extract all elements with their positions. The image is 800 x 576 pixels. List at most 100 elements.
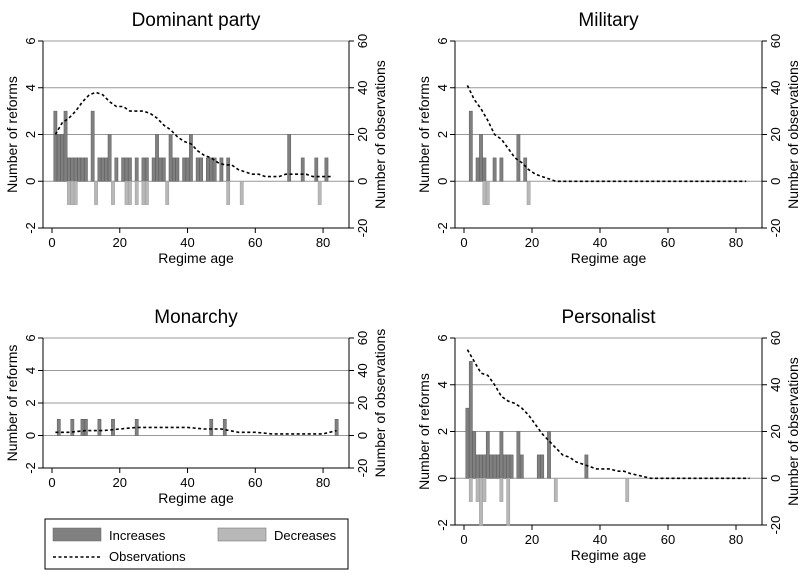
x-tick-label: 40 (180, 475, 194, 490)
decrease-bar (482, 181, 487, 205)
y-tick-label: 4 (435, 381, 450, 388)
decrease-bar (94, 181, 98, 205)
y-tick-label: 2 (23, 131, 38, 138)
x-tick-label: 0 (460, 235, 467, 250)
increase-bar (475, 454, 480, 479)
increase-bar (189, 134, 193, 182)
decrease-bar (67, 181, 71, 205)
decrease-bar (70, 181, 75, 205)
y-tick-label: -2 (435, 222, 450, 234)
increase-bar (536, 454, 541, 479)
increase-bar (161, 157, 166, 182)
decrease-bar (499, 478, 504, 502)
y2-tick-label: 0 (768, 475, 783, 482)
x-tick-label: 80 (316, 235, 330, 250)
x-tick-label: 80 (729, 235, 743, 250)
decrease-bar (468, 478, 473, 502)
increase-bar (134, 157, 139, 182)
decrease-bar (317, 181, 322, 205)
increase-bar (80, 419, 85, 436)
increase-bar (482, 454, 487, 479)
y-tick-label: 6 (435, 37, 450, 44)
legend-label-observations: Observations (109, 549, 186, 564)
observations-line (55, 426, 337, 435)
increase-bar (489, 454, 494, 479)
y-tick-label: 4 (23, 367, 38, 374)
y2-axis-title: Number of observations (372, 329, 388, 478)
increase-bar (492, 157, 497, 182)
x-axis-title: Regime age (158, 490, 234, 506)
y-tick-label: 0 (23, 178, 38, 185)
decrease-bar (111, 181, 115, 205)
increase-bar (97, 419, 102, 436)
increase-bar (60, 134, 65, 182)
y-axis-title: Number of reforms (4, 76, 20, 193)
y2-tick-label: -20 (768, 219, 783, 238)
x-tick-label: 60 (248, 475, 262, 490)
x-tick-label: 60 (248, 235, 262, 250)
increase-bar (168, 134, 173, 182)
decrease-bar (482, 478, 487, 502)
increase-bar (84, 157, 88, 182)
increase-bar (97, 157, 102, 182)
observations-line (466, 349, 750, 480)
increase-bar (222, 419, 227, 436)
increase-bar (175, 157, 180, 182)
increase-bar (485, 431, 490, 479)
y2-tick-label: 40 (355, 363, 370, 377)
x-tick-label: 20 (113, 235, 127, 250)
y2-tick-label: 60 (768, 331, 783, 345)
increase-bar (519, 454, 524, 479)
increase-bar (141, 157, 146, 182)
increase-bar (158, 157, 163, 182)
increase-bar (77, 157, 81, 182)
increase-bar (502, 454, 507, 479)
increase-bar (107, 134, 112, 182)
increase-bar (516, 431, 521, 479)
increase-bar (114, 157, 119, 182)
decrease-bar (553, 478, 558, 502)
y2-tick-label: 20 (355, 127, 370, 141)
legend-swatch-decreases (217, 527, 267, 542)
decrease-bar (128, 181, 132, 205)
y-axis-title: Number of reforms (4, 345, 20, 462)
y-axis-title: Number of reforms (416, 373, 432, 490)
y-tick-label: -2 (435, 519, 450, 531)
x-tick-label: 20 (525, 532, 539, 547)
x-tick-label: 40 (593, 532, 607, 547)
increase-bar (468, 361, 473, 479)
decrease-bar (239, 181, 244, 205)
increase-bar (182, 157, 187, 182)
increase-bar (195, 157, 200, 182)
decrease-bar (73, 181, 78, 205)
increase-bar (506, 454, 511, 479)
increase-bar (324, 157, 329, 182)
increase-bar (199, 157, 203, 182)
increase-bar (226, 157, 231, 182)
decrease-bar (625, 478, 630, 502)
y2-axis-title: Number of observations (372, 60, 388, 209)
x-tick-label: 20 (525, 235, 539, 250)
decrease-bar (485, 181, 490, 205)
y-tick-label: 2 (23, 399, 38, 406)
increase-bar (523, 157, 528, 182)
x-tick-label: 80 (316, 475, 330, 490)
y-tick-label: 6 (23, 37, 38, 44)
increase-bar (287, 134, 292, 182)
increase-bar (205, 157, 210, 182)
legend-swatch-increases (52, 527, 102, 542)
x-axis-title: Regime age (158, 250, 234, 266)
y2-tick-label: 20 (768, 424, 783, 438)
increase-bar (212, 157, 217, 182)
increase-bar (468, 110, 473, 182)
decrease-bar (141, 181, 146, 205)
increase-bar (63, 110, 68, 182)
y-tick-label: 4 (435, 84, 450, 91)
decrease-bar (226, 181, 231, 205)
increase-bar (496, 454, 500, 479)
increase-bar (509, 454, 514, 479)
